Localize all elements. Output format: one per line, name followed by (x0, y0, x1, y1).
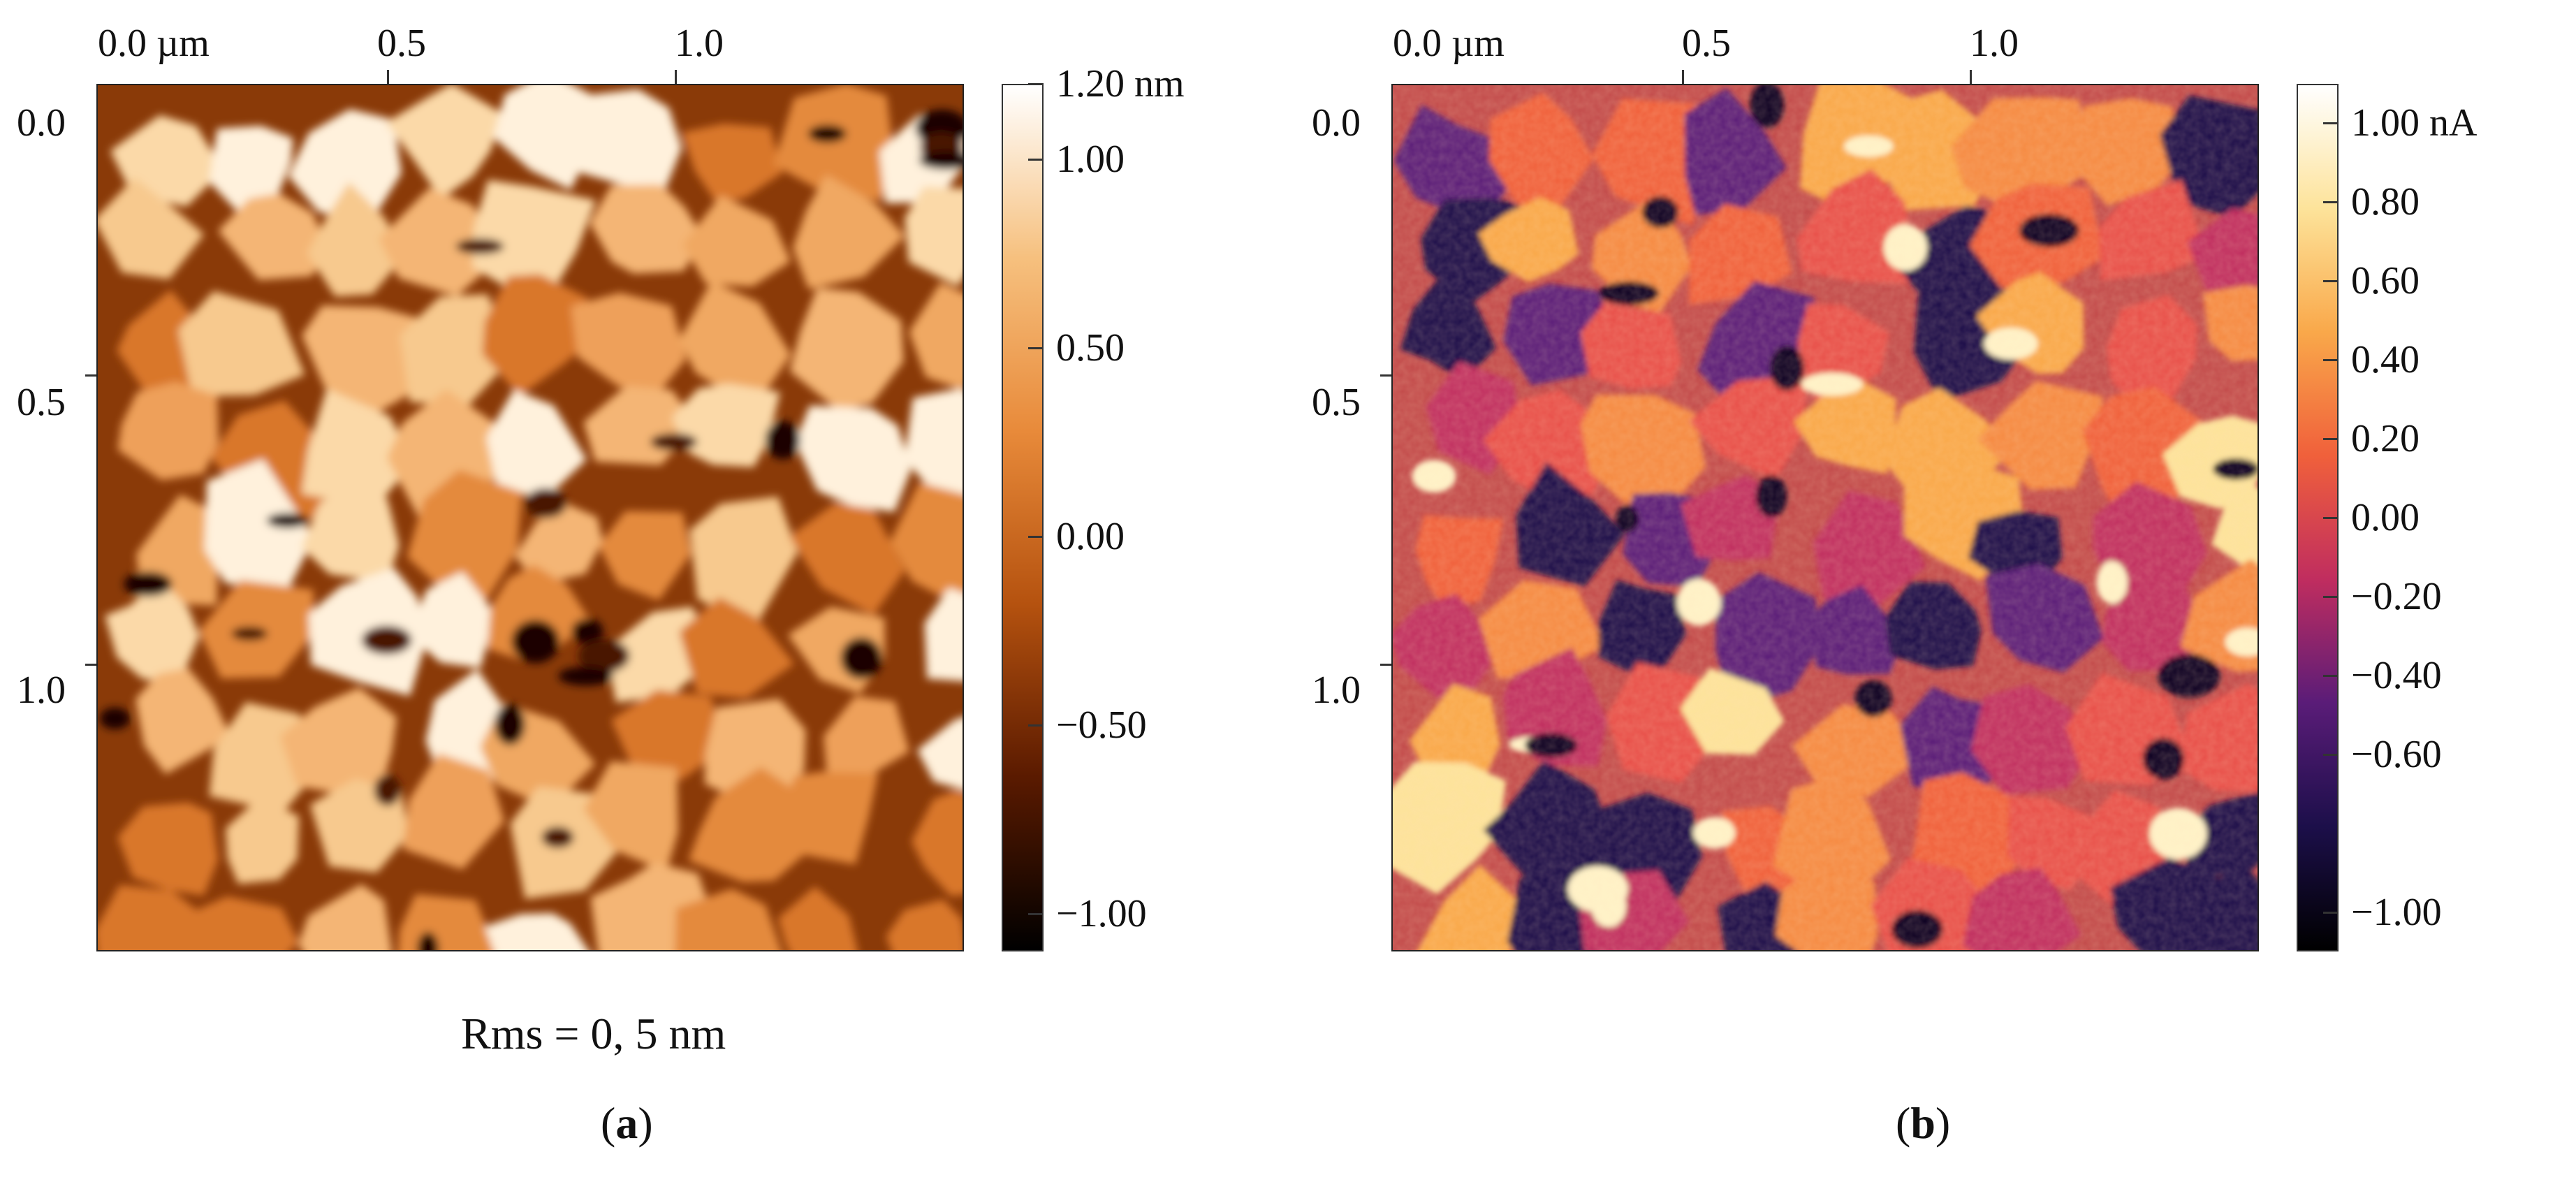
colorbar-tick-label: 0.50 (1056, 326, 1125, 370)
colorbar-tick-label: 0.00 (1056, 515, 1125, 558)
colorbar-tick-label: 1.00 nA (2351, 101, 2478, 145)
colorbar-tick-label: −0.60 (2351, 732, 2442, 776)
colorbar-tick-mark (2323, 280, 2339, 283)
x-tick-label: 0.5 (1682, 22, 1731, 65)
colorbar-tick-mark (1028, 83, 1044, 85)
y-tick-label: 1.0 (17, 669, 66, 712)
y-tick-mark (85, 664, 99, 666)
y-tick-label: 0.5 (17, 381, 66, 424)
colorbar-tick-mark (2323, 438, 2339, 441)
colorbar-tick-mark (2323, 201, 2339, 204)
y-tick-mark (1380, 664, 1394, 666)
current-image (1393, 85, 2257, 950)
colorbar-tick-label: −0.40 (2351, 653, 2442, 697)
topography-map (96, 84, 964, 951)
colorbar-tick-mark (2323, 911, 2339, 914)
x-tick-mark (1682, 70, 1684, 84)
colorbar-tick-label: 1.00 (1056, 138, 1125, 181)
x-tick-label: 0.0 µm (98, 22, 210, 65)
rms-caption: Rms = 0, 5 nm (461, 1009, 726, 1058)
colorbar-tick-mark (2323, 595, 2339, 598)
colorbar-tick-mark (2323, 122, 2339, 125)
colorbar-tick-label: −0.50 (1056, 703, 1147, 747)
y-tick-label: 0.0 (17, 101, 66, 145)
colorbar-tick-mark (1028, 159, 1044, 161)
colorbar-tick-mark (2323, 674, 2339, 677)
y-tick-mark (85, 374, 99, 377)
x-tick-label: 0.5 (377, 22, 426, 65)
x-tick-mark (1970, 70, 1972, 84)
colorbar-tick-label: 0.80 (2351, 180, 2420, 224)
x-tick-mark (675, 70, 677, 84)
x-tick-label: 1.0 (675, 22, 724, 65)
colorbar-tick-mark (2323, 517, 2339, 519)
colorbar-tick-label: −1.00 (1056, 892, 1147, 935)
x-tick-label: 0.0 µm (1393, 22, 1505, 65)
colorbar-tick-label: 0.60 (2351, 259, 2420, 303)
topography-image (98, 85, 963, 950)
colorbar-tick-mark (2323, 359, 2339, 362)
colorbar-tick-mark (1028, 724, 1044, 727)
y-tick-label: 0.0 (1312, 101, 1361, 145)
y-tick-label: 1.0 (1312, 669, 1361, 712)
y-tick-label: 0.5 (1312, 381, 1361, 424)
colorbar-tick-label: 0.00 (2351, 496, 2420, 539)
colorbar-tick-label: 0.40 (2351, 338, 2420, 382)
colorbar-tick-label: −0.20 (2351, 574, 2442, 618)
x-tick-label: 1.0 (1970, 22, 2019, 65)
panel-letter-a: (a) (601, 1098, 653, 1148)
colorbar-tick-label: 0.20 (2351, 417, 2420, 461)
colorbar-tick-mark (2323, 753, 2339, 756)
y-tick-mark (1380, 374, 1394, 377)
current-map (1391, 84, 2259, 951)
colorbar-tick-label: 1.20 nm (1056, 62, 1185, 105)
colorbar-tick-mark (1028, 347, 1044, 349)
colorbar-tick-mark (1028, 913, 1044, 915)
colorbar-tick-label: −1.00 (2351, 890, 2442, 934)
x-tick-mark (387, 70, 389, 84)
panel-letter-b: (b) (1896, 1098, 1951, 1148)
colorbar-tick-mark (1028, 536, 1044, 538)
height-colorbar (1002, 84, 1044, 951)
